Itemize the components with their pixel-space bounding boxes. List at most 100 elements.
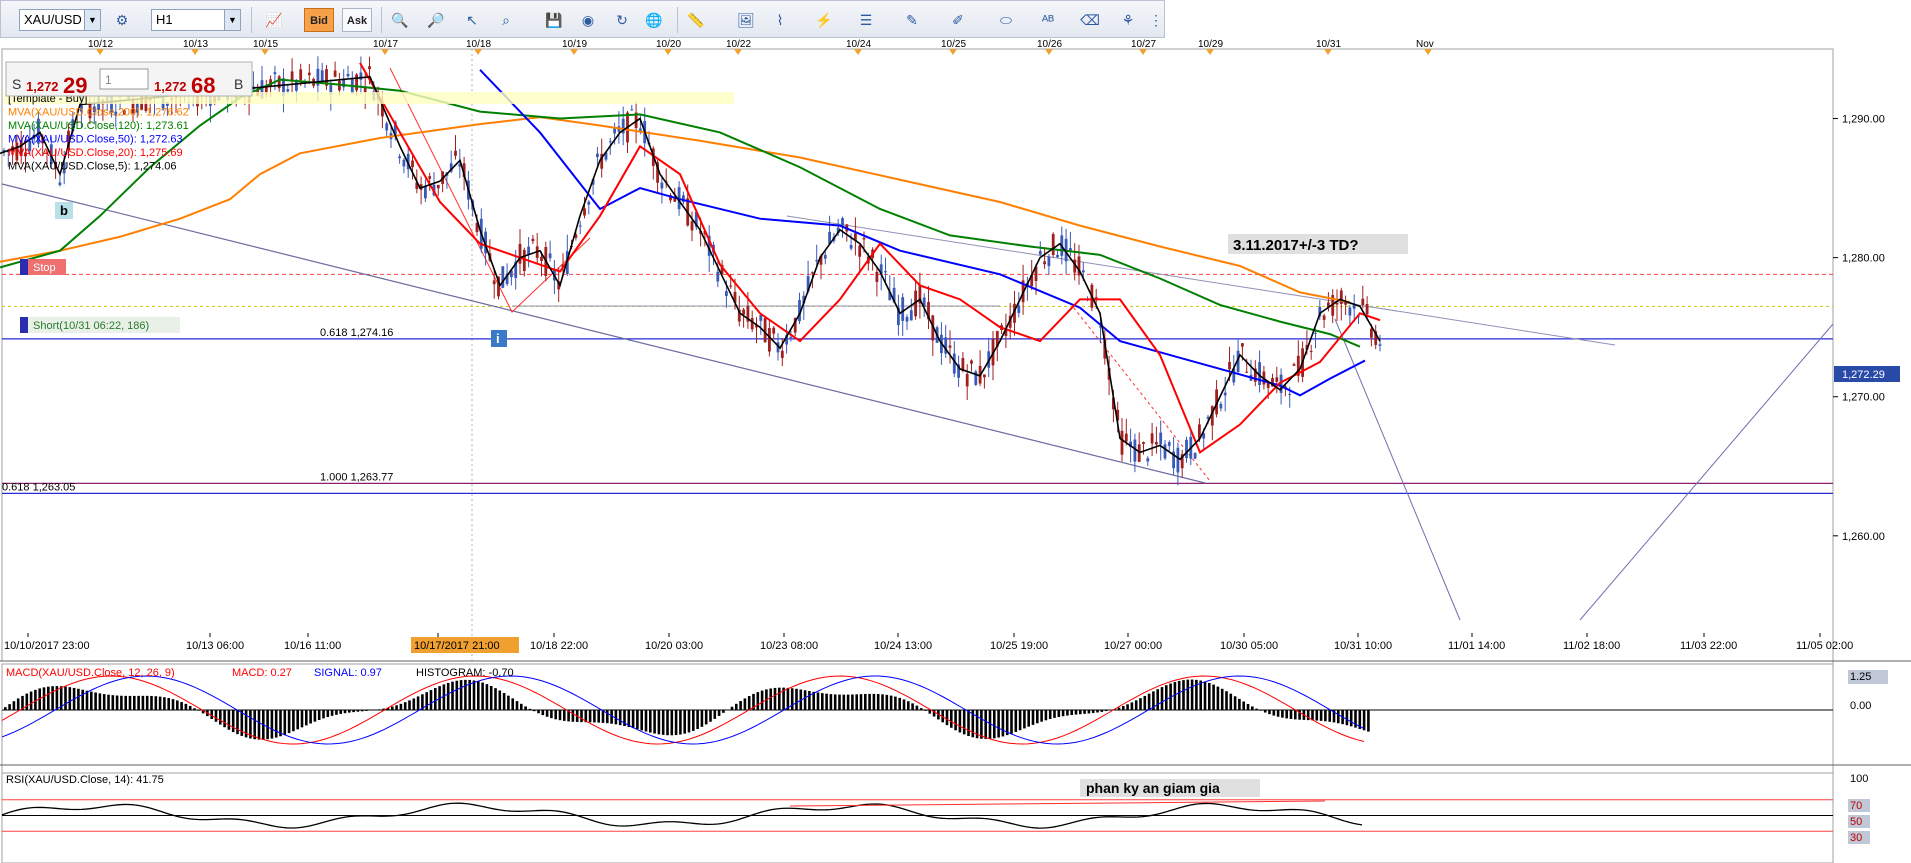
macd-hist-bar — [868, 693, 871, 710]
macd-hist-bar — [403, 702, 407, 710]
globe-icon[interactable]: 🌐 — [645, 12, 663, 28]
short-marker[interactable] — [20, 317, 180, 333]
legend-entry: MVA(XAU/USD.Close,200): 1,276.62 — [8, 107, 189, 119]
macd-hist-bar — [1311, 710, 1314, 721]
cursor-icon[interactable]: ↖ — [466, 12, 478, 28]
macd-hist-bar — [588, 710, 592, 723]
chart-type-icon[interactable]: 📈 — [265, 12, 283, 28]
zoom-in-icon[interactable]: 🔍 — [391, 12, 409, 28]
macd-hist-bar — [971, 710, 975, 738]
macd-hist-bar — [528, 708, 532, 710]
candle — [970, 359, 973, 372]
macd-signal-line[interactable] — [1, 675, 1365, 745]
macd-hist-bar — [618, 710, 622, 726]
session-marker — [664, 49, 672, 55]
macd-hist-bar — [244, 710, 248, 738]
ma-line[interactable] — [359, 62, 1381, 454]
ma-line[interactable] — [0, 78, 1361, 348]
stop-marker-handle[interactable] — [20, 259, 28, 275]
lot-input[interactable] — [99, 68, 149, 90]
refresh-icon[interactable]: ↻ — [616, 12, 628, 28]
price-axis[interactable]: 1,290.00 1,280.00 1,270.00 1,260.00 — [1833, 114, 1885, 543]
macd-hist-bar — [881, 694, 884, 710]
macd-hist-bar — [1285, 710, 1288, 719]
sell-price[interactable]: 1,272 — [26, 79, 59, 94]
macd-hist-bar — [167, 698, 170, 710]
tree-icon[interactable]: ⚘ — [1121, 12, 1135, 28]
macd-hist-bar — [846, 694, 850, 710]
eye-icon[interactable]: ◉ — [581, 12, 595, 28]
macd-hist-bar — [1070, 710, 1073, 716]
time-axis[interactable]: 10/10/2017 23:00 10/13 06:00 10/16 11:00 10… — [4, 633, 1853, 653]
save-icon[interactable]: 💾 — [545, 12, 563, 28]
x-tick-highlight — [411, 637, 519, 653]
ma-line[interactable] — [0, 75, 1381, 461]
symbol-select[interactable]: XAU/USD ▼ — [19, 9, 101, 31]
macd-hist-bar — [459, 680, 463, 710]
trendline-icon[interactable]: ⚡ — [815, 12, 833, 28]
forecast-box[interactable] — [1228, 234, 1408, 254]
macd-hist-bar — [391, 706, 394, 710]
macd-line[interactable] — [1, 675, 1365, 745]
chart-canvas[interactable]: 10/12 10/13 10/15 10/17 10/18 10/19 10/20 10/22… — [0, 38, 1911, 863]
ellipse-icon[interactable]: ⬭ — [1000, 12, 1012, 28]
macd-hist-bar — [911, 703, 914, 710]
buy-price[interactable]: 1,272 — [154, 79, 187, 94]
sell-price-big[interactable]: 29 — [63, 73, 87, 98]
gann-icon[interactable]: ⌇ — [776, 12, 784, 28]
macd-hist-bar — [803, 690, 807, 710]
macd-hist-bar — [120, 695, 123, 710]
divergence-line[interactable] — [789, 800, 1326, 807]
short-marker-handle[interactable] — [20, 317, 28, 333]
macd-hist-bar — [563, 710, 566, 721]
text-icon[interactable]: ᴬᴮ — [1041, 12, 1055, 28]
candle — [1236, 339, 1240, 374]
macd-hist-bar — [274, 710, 278, 738]
macd-hist-bar — [1126, 704, 1129, 710]
candle — [1159, 420, 1163, 461]
ma-line[interactable] — [479, 69, 1366, 397]
macd-hist-bar — [795, 688, 798, 710]
trade-panel[interactable]: S 1,272 29 1 1,272 68 B — [5, 61, 253, 98]
picture-icon[interactable]: 🖼 — [737, 12, 755, 28]
channel-lower-line[interactable] — [1, 183, 1206, 484]
buy-price-big[interactable]: 68 — [191, 73, 215, 98]
abc-drawing[interactable] — [389, 67, 591, 313]
candle — [621, 106, 625, 146]
ask-button[interactable]: Ask — [342, 8, 372, 32]
macd-hist-bar — [1199, 680, 1202, 710]
more-icon[interactable]: ⋮ — [1149, 12, 1163, 28]
pen-icon[interactable]: ✎ — [906, 12, 918, 28]
brush-icon[interactable]: ✐ — [952, 12, 964, 28]
macd-hist-bar — [1010, 710, 1013, 734]
eraser-icon[interactable]: ⌫ — [1080, 12, 1100, 28]
macd-hist-bar — [1233, 696, 1237, 710]
macd-hist-bar — [296, 710, 299, 730]
macd-hist-bar — [627, 710, 631, 728]
lines-icon[interactable]: ☰ — [859, 12, 873, 28]
projection-line[interactable] — [1334, 318, 1461, 621]
macd-hist-bar — [468, 679, 471, 710]
projection-line[interactable] — [1579, 323, 1834, 621]
rsi-line[interactable] — [1, 802, 1363, 829]
stop-marker[interactable] — [20, 259, 66, 275]
macd-hist-bar — [421, 694, 424, 710]
bid-button[interactable]: Bid — [304, 8, 334, 32]
macd-hist-bar — [451, 681, 454, 710]
zoom-out-icon[interactable]: 🔎 — [427, 12, 445, 28]
candle — [428, 172, 432, 191]
macd-hist-bar — [984, 710, 987, 739]
macd-hist-bar — [760, 690, 764, 710]
ruler-icon[interactable]: 📏 — [687, 12, 705, 28]
toolbar: XAU/USD ▼ ⚙ H1 ▼ 📈 Bid Ask 🔍 🔎 ↖ ⌕ 💾 ◉ ↻… — [0, 0, 1165, 38]
ma-line[interactable] — [0, 116, 1351, 304]
macd-hist-bar — [1104, 710, 1108, 712]
timeframe-select[interactable]: H1 ▼ — [151, 9, 241, 31]
macd-hist-bar — [653, 710, 656, 734]
channel-upper-line[interactable] — [786, 215, 1616, 346]
macd-hist-bar — [1259, 710, 1263, 711]
candle — [888, 275, 892, 301]
rsi-annotation-box[interactable] — [1080, 779, 1260, 797]
settings-icon[interactable]: ⚙ — [115, 12, 129, 28]
zoom-area-icon[interactable]: ⌕ — [502, 12, 510, 28]
